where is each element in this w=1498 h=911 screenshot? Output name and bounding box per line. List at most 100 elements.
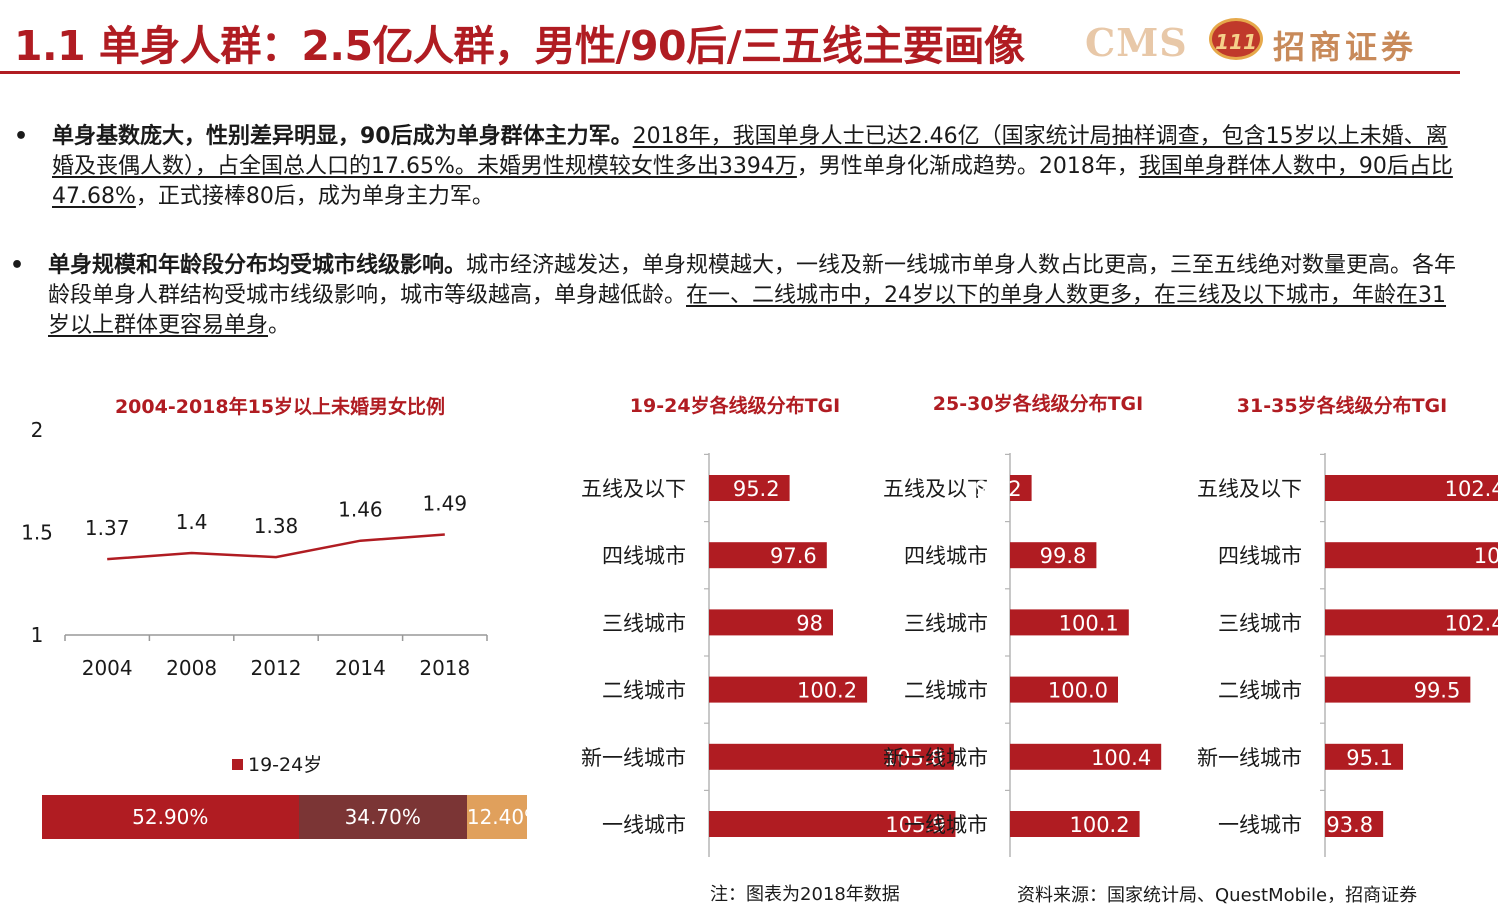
tgi-bar-value: 105.8 <box>884 746 944 770</box>
tgi-category-label: 二线城市 <box>1218 679 1302 703</box>
logo-badge-icon: 111 <box>1209 18 1263 60</box>
stacked-bar-segment: 12.40% <box>466 795 543 839</box>
tgi-bar <box>1325 743 1404 770</box>
tgi-bar <box>1325 676 1471 703</box>
bullet-paragraph-1: • 单身基数庞大，性别差异明显，90后成为单身群体主力军。2018年，我国单身人… <box>14 122 1462 212</box>
tgi-bar <box>1010 542 1097 569</box>
tgi-bar-value: 103 <box>1474 544 1498 568</box>
tgi-bar <box>709 609 833 636</box>
x-tick-label: 2018 <box>419 656 470 680</box>
x-tick-label: 2008 <box>166 656 217 680</box>
tgi-category-label: 新一线城市 <box>883 746 988 770</box>
tgi-bar <box>1325 475 1498 501</box>
tgi-bar <box>709 743 954 770</box>
x-tick-label: 2012 <box>251 656 302 680</box>
tgi-bar-value: 100.0 <box>1048 679 1108 703</box>
bullet-dot-icon: • <box>14 124 29 149</box>
tgi-chart-title-31-35: 31-35岁各线级分布TGI <box>1236 395 1448 417</box>
tgi-bar-value: 100.2 <box>1069 813 1129 837</box>
stacked-bar-chart: 52.90% 34.70% 12.40% <box>42 795 543 839</box>
tgi-bar <box>1010 811 1140 837</box>
tgi-bar-value: 95.2 <box>733 477 780 501</box>
tgi-bar-value: 98 <box>796 611 823 635</box>
bullet-segment: 2018年，我国单身人士已达2.46亿（国家统计局抽样调查，包含15岁以上未婚、… <box>52 124 1448 179</box>
stacked-bar-segment: 52.90% <box>42 795 299 839</box>
line-data-label: 1.46 <box>338 498 383 522</box>
tgi-bar <box>709 475 790 501</box>
tgi-category-label: 一线城市 <box>1218 813 1302 837</box>
tgi-category-label: 一线城市 <box>602 813 686 837</box>
tgi-bar <box>1010 676 1118 703</box>
x-tick-label: 2004 <box>82 656 133 680</box>
tgi-bar-value: 100.1 <box>1059 611 1119 635</box>
bullet-body: 2018年，我国单身人士已达2.46亿（国家统计局抽样调查，包含15岁以上未婚、… <box>52 124 1453 209</box>
bullet-paragraph-2: • 单身规模和年龄段分布均受城市线级影响。城市经济越发达，单身规模越大，一线及新… <box>10 251 1458 341</box>
bullet-segment: 我国单身群体人数中，90后占比47.68% <box>52 154 1453 209</box>
bullet-body: 城市经济越发达，单身规模越大，一线及新一线城市单身人数占比更高，三至五线绝对数量… <box>48 253 1456 338</box>
logo-letters: CMS <box>1085 20 1188 65</box>
bullet-lead: 单身规模和年龄段分布均受城市线级影响。 <box>48 253 467 278</box>
bullet-lead: 单身基数庞大，性别差异明显，90后成为单身群体主力军。 <box>52 124 633 149</box>
stacked-legend: 19-24岁 <box>232 750 322 777</box>
title-divider <box>0 71 1460 74</box>
legend-swatch-icon <box>232 759 243 770</box>
tgi-bar <box>1010 743 1162 770</box>
tgi-category-label: 四线城市 <box>904 544 988 568</box>
source-note: 资料来源：国家统计局、QuestMobile，招商证券 <box>1017 885 1418 906</box>
tgi-bar-value: 100.4 <box>1091 746 1151 770</box>
y-tick-label: 1.5 <box>21 521 53 545</box>
line-chart-title: 2004-2018年15岁以上未婚男女比例 <box>114 396 446 418</box>
tgi-category-label: 三线城市 <box>1218 611 1302 635</box>
tgi-bar <box>1010 609 1129 636</box>
legend-label: 19-24岁 <box>248 754 323 776</box>
tgi-bar-value: 102.4 <box>1445 477 1498 501</box>
tgi-category-label: 二线城市 <box>904 679 988 703</box>
tgi-bar-value: 99.8 <box>1040 544 1087 568</box>
tgi-bar-value: 105.9 <box>885 813 945 837</box>
page-title: 1.1 单身人群：2.5亿人群，男性/90后/三五线主要画像 <box>14 22 1025 70</box>
chart-note: 注：图表为2018年数据 <box>710 884 900 905</box>
tgi-category-label: 一线城市 <box>904 813 988 837</box>
bullet-segment: ，男性单身化渐成趋势。2018年， <box>796 154 1139 179</box>
tgi-bar-value: 100.2 <box>797 679 857 703</box>
bullet-segment: 在一、二线城市中，24岁以下的单身人数更多，在三线及以下城市，年龄在31岁以上群… <box>48 283 1447 338</box>
tgi-bar <box>709 676 868 703</box>
tgi-bar <box>1010 475 1032 501</box>
y-tick-label: 2 <box>31 418 44 442</box>
tgi-category-label: 五线及以下 <box>1197 477 1302 501</box>
line-data-label: 1.49 <box>423 492 468 516</box>
tgi-bar <box>1325 542 1498 569</box>
tgi-bar-value: 95.1 <box>1346 746 1393 770</box>
tgi-bar-value: 99.5 <box>1414 679 1461 703</box>
tgi-bar-value: 97.6 <box>770 544 817 568</box>
tgi-bar <box>1325 811 1384 837</box>
tgi-bar <box>709 811 956 837</box>
tgi-category-label: 四线城市 <box>1218 544 1302 568</box>
tgi-chart-title-19-24: 19-24岁各线级分布TGI <box>629 395 841 417</box>
line-data-label: 1.38 <box>254 514 299 538</box>
tgi-chart-title-25-30: 25-30岁各线级分布TGI <box>932 393 1144 415</box>
tgi-bar-value: 102.4 <box>1445 611 1498 635</box>
tgi-category-label: 三线城市 <box>602 611 686 635</box>
tgi-category-label: 二线城市 <box>602 679 686 703</box>
tgi-bar <box>709 542 827 569</box>
bullet-dot-icon: • <box>10 253 25 278</box>
tgi-bar-value: 99.2 <box>975 477 1022 501</box>
line-chart: 1 1.5 2 1.37 2004 1.4 2008 1.38 2012 1.46 2014 1.49… <box>21 418 488 680</box>
stacked-bar-segment: 34.70% <box>298 795 467 839</box>
line-series <box>107 533 445 561</box>
tgi-category-label: 四线城市 <box>602 544 686 568</box>
tgi-bar-value: 93.8 <box>1326 813 1373 837</box>
tgi-category-label: 新一线城市 <box>581 746 686 770</box>
logo-company-name: 招商证券 <box>1273 28 1418 66</box>
y-tick-label: 1 <box>31 623 44 647</box>
x-tick-label: 2014 <box>335 656 386 680</box>
tgi-bar <box>1325 609 1498 636</box>
line-data-label: 1.37 <box>85 516 130 540</box>
line-data-label: 1.4 <box>176 510 208 534</box>
bullet-segment: ，正式接棒80后，成为单身主力军。 <box>135 184 494 209</box>
bullet-segment: 。 <box>268 313 291 338</box>
bullet-segment: 城市经济越发达，单身规模越大，一线及新一线城市单身人数占比更高，三至五线绝对数量… <box>48 253 1457 308</box>
tgi-category-label: 五线及以下 <box>883 477 988 501</box>
tgi-category-label: 新一线城市 <box>1197 746 1302 770</box>
